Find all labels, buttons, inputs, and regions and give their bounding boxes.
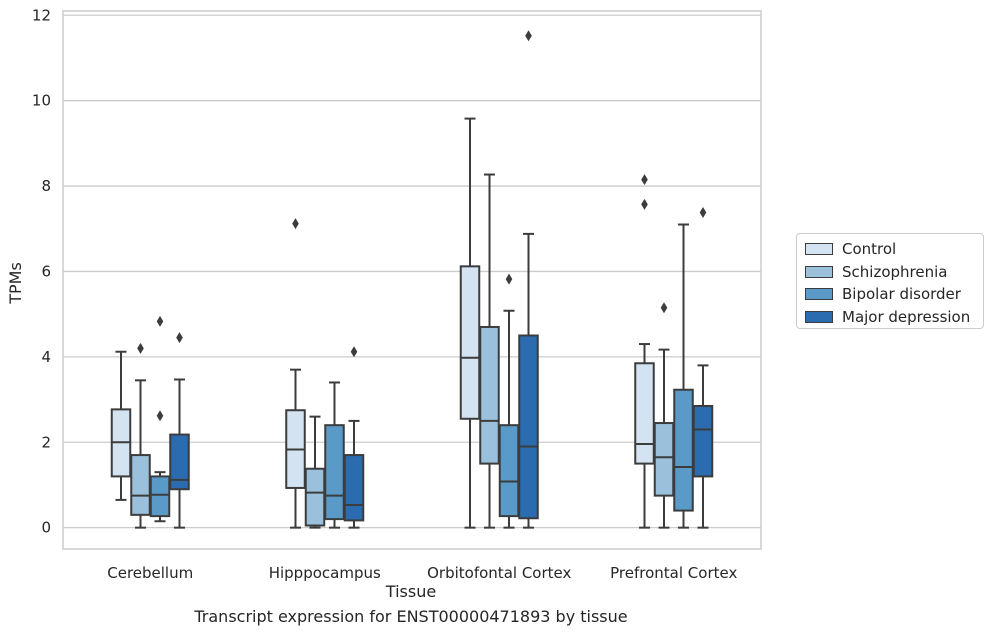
legend-swatch <box>805 288 833 301</box>
y-tick-label: 0 <box>41 519 51 537</box>
outlier-point <box>137 342 144 354</box>
x-tick-label: Prefrontal Cortex <box>610 564 737 582</box>
outlier-point <box>525 30 532 42</box>
box-iqr <box>498 424 520 518</box>
box-3-0 <box>634 174 655 529</box>
legend-label: Bipolar disorder <box>842 285 961 304</box>
box-iqr <box>653 422 675 497</box>
box-1-1 <box>304 415 326 529</box>
box-3-2 <box>673 223 694 529</box>
boxes-layer <box>110 30 714 529</box>
box-1-2 <box>324 381 345 529</box>
outlier-point <box>156 410 164 422</box>
box-iqr <box>692 404 714 478</box>
x-tick-label: Orbitofontal Cortex <box>427 564 571 582</box>
box-iqr <box>304 467 326 527</box>
box-iqr <box>459 265 481 420</box>
legend-item: Major depression <box>805 306 983 329</box>
outlier-point <box>699 207 707 219</box>
box-iqr <box>634 362 655 465</box>
box-1-3 <box>343 346 365 529</box>
x-tick-label: Cerebellum <box>107 564 193 582</box>
y-tick-label: 4 <box>41 348 51 366</box>
box-2-0 <box>459 117 481 529</box>
box-iqr <box>673 388 694 512</box>
y-tick-label: 6 <box>41 262 51 280</box>
legend-item: Bipolar disorder <box>805 283 983 306</box>
outlier-point <box>156 315 164 327</box>
y-tick-label: 2 <box>41 433 51 451</box>
box-0-2 <box>149 315 171 523</box>
outlier-point <box>505 273 513 285</box>
x-tick-labels: Cerebellum Hipppocampus Orbitofontal Corte… <box>107 564 737 582</box>
box-0-0 <box>110 350 132 501</box>
outlier-point <box>176 332 183 344</box>
box-iqr <box>343 454 365 522</box>
outlier-point <box>641 174 648 186</box>
box-1-0 <box>285 218 306 529</box>
x-tick-label: Hipppocampus <box>269 564 381 582</box>
legend-item: Schizophrenia <box>805 261 983 284</box>
legend-label: Major depression <box>842 307 971 326</box>
box-iqr <box>130 454 151 516</box>
box-2-3 <box>518 30 539 529</box>
box-2-2 <box>498 273 520 529</box>
box-iqr <box>324 424 345 521</box>
x-axis-label: Tissue <box>385 582 436 601</box>
legend-swatch <box>805 243 833 256</box>
box-0-3 <box>169 332 190 529</box>
box-iqr <box>518 334 539 520</box>
outlier-point <box>641 198 648 210</box>
legend-swatch <box>805 265 833 278</box>
legend-label: Schizophrenia <box>842 262 948 281</box>
y-axis-label: TPMs <box>6 262 25 305</box>
box-3-3 <box>692 207 714 529</box>
chart-caption: Transcript expression for ENST0000047189… <box>194 607 628 626</box>
box-0-1 <box>130 342 151 529</box>
box-iqr <box>149 475 171 518</box>
y-tick-label: 12 <box>32 6 51 24</box>
box-2-1 <box>479 173 500 529</box>
box-3-1 <box>653 302 675 529</box>
legend-label: Control <box>842 240 897 259</box>
legend: Control Schizophrenia Bipolar disorder Majo… <box>796 233 984 329</box>
box-iqr <box>479 325 500 465</box>
plot-frame <box>62 10 762 550</box>
box-iqr <box>169 433 190 491</box>
legend-swatch <box>805 310 833 323</box>
y-tick-label: 8 <box>41 177 51 195</box>
y-tick-labels: 0 2 4 6 8 10 12 <box>32 6 51 536</box>
outlier-point <box>350 346 358 358</box>
legend-item: Control <box>805 238 983 261</box>
outlier-point <box>660 302 668 314</box>
outlier-point <box>292 218 299 230</box>
y-tick-label: 10 <box>32 92 51 110</box>
